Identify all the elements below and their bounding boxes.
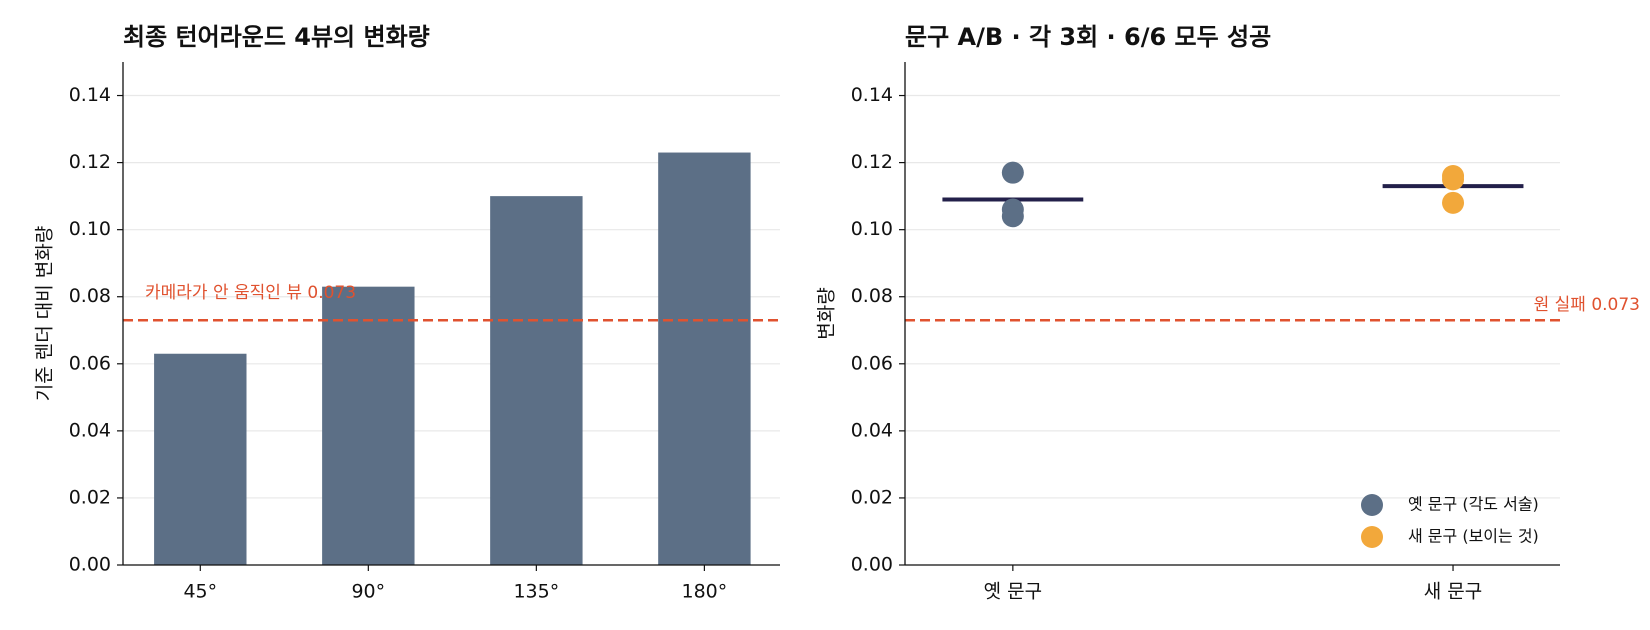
y-tick-label: 0.04 [851, 419, 893, 441]
reference-label: 원 실패 0.073 [1534, 295, 1640, 315]
bar [490, 196, 583, 565]
chart-title: 최종 턴어라운드 4뷰의 변화량 [123, 23, 430, 51]
y-tick-label: 0.00 [851, 554, 893, 576]
chart-title: 문구 A/B · 각 3회 · 6/6 모두 성공 [905, 23, 1271, 51]
x-tick-label: 옛 문구 [984, 581, 1042, 603]
legend-label: 옛 문구 (각도 서술) [1408, 495, 1539, 514]
y-tick-label: 0.08 [69, 285, 111, 307]
bar [322, 286, 415, 565]
y-tick-label: 0.00 [69, 554, 111, 576]
bar [154, 353, 247, 565]
x-tick-label: 180° [682, 581, 728, 603]
point [1442, 168, 1465, 191]
y-tick-label: 0.02 [851, 486, 893, 508]
point [1442, 191, 1465, 214]
y-tick-label: 0.14 [851, 84, 893, 106]
legend-label: 새 문구 (보이는 것) [1408, 527, 1539, 546]
reference-label: 카메라가 안 움직인 뷰 0.073 [145, 283, 356, 303]
y-axis-label: 변화량 [816, 287, 838, 339]
y-tick-label: 0.12 [69, 151, 111, 173]
y-tick-label: 0.10 [69, 218, 111, 240]
bar [658, 152, 751, 566]
legend-marker [1361, 526, 1383, 548]
x-tick-label: 45° [183, 581, 217, 603]
point [1001, 205, 1024, 228]
y-tick-label: 0.08 [851, 285, 893, 307]
legend-marker [1361, 494, 1383, 516]
y-tick-label: 0.12 [851, 151, 893, 173]
x-tick-label: 135° [513, 581, 559, 603]
x-tick-label: 90° [351, 581, 385, 603]
y-tick-label: 0.10 [851, 218, 893, 240]
point [1001, 161, 1024, 184]
y-tick-label: 0.02 [69, 486, 111, 508]
x-tick-label: 새 문구 [1424, 581, 1482, 603]
y-tick-label: 0.04 [69, 419, 111, 441]
y-axis-label: 기준 렌더 대비 변화량 [34, 226, 56, 401]
y-tick-label: 0.06 [851, 352, 893, 374]
y-tick-label: 0.06 [69, 352, 111, 374]
y-tick-label: 0.14 [69, 84, 111, 106]
